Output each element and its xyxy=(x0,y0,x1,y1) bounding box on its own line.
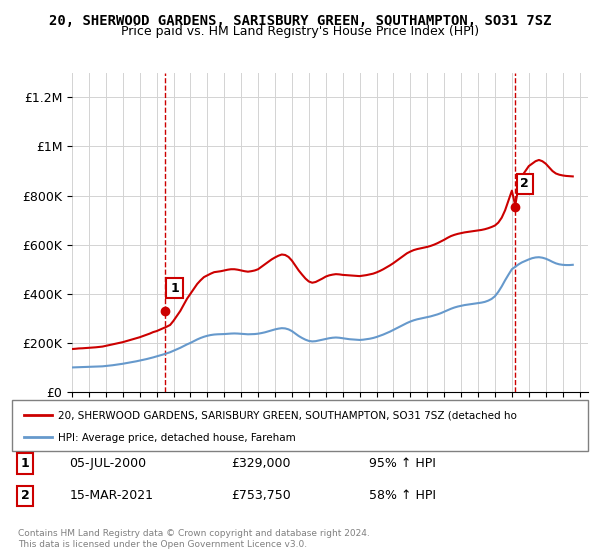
Text: 58% ↑ HPI: 58% ↑ HPI xyxy=(369,489,436,502)
Text: HPI: Average price, detached house, Fareham: HPI: Average price, detached house, Fare… xyxy=(58,433,296,443)
Text: 15-MAR-2021: 15-MAR-2021 xyxy=(70,489,154,502)
Text: 1: 1 xyxy=(170,282,179,295)
Text: £753,750: £753,750 xyxy=(231,489,290,502)
Text: 20, SHERWOOD GARDENS, SARISBURY GREEN, SOUTHAMPTON, SO31 7SZ: 20, SHERWOOD GARDENS, SARISBURY GREEN, S… xyxy=(49,14,551,28)
FancyBboxPatch shape xyxy=(12,400,588,451)
Text: 2: 2 xyxy=(520,178,529,190)
Text: £329,000: £329,000 xyxy=(231,457,290,470)
Text: 05-JUL-2000: 05-JUL-2000 xyxy=(70,457,147,470)
Text: 95% ↑ HPI: 95% ↑ HPI xyxy=(369,457,436,470)
Text: Contains HM Land Registry data © Crown copyright and database right 2024.
This d: Contains HM Land Registry data © Crown c… xyxy=(18,529,370,549)
Text: 2: 2 xyxy=(20,489,29,502)
Text: 1: 1 xyxy=(20,457,29,470)
Text: Price paid vs. HM Land Registry's House Price Index (HPI): Price paid vs. HM Land Registry's House … xyxy=(121,25,479,38)
Text: 20, SHERWOOD GARDENS, SARISBURY GREEN, SOUTHAMPTON, SO31 7SZ (detached ho: 20, SHERWOOD GARDENS, SARISBURY GREEN, S… xyxy=(58,410,517,421)
